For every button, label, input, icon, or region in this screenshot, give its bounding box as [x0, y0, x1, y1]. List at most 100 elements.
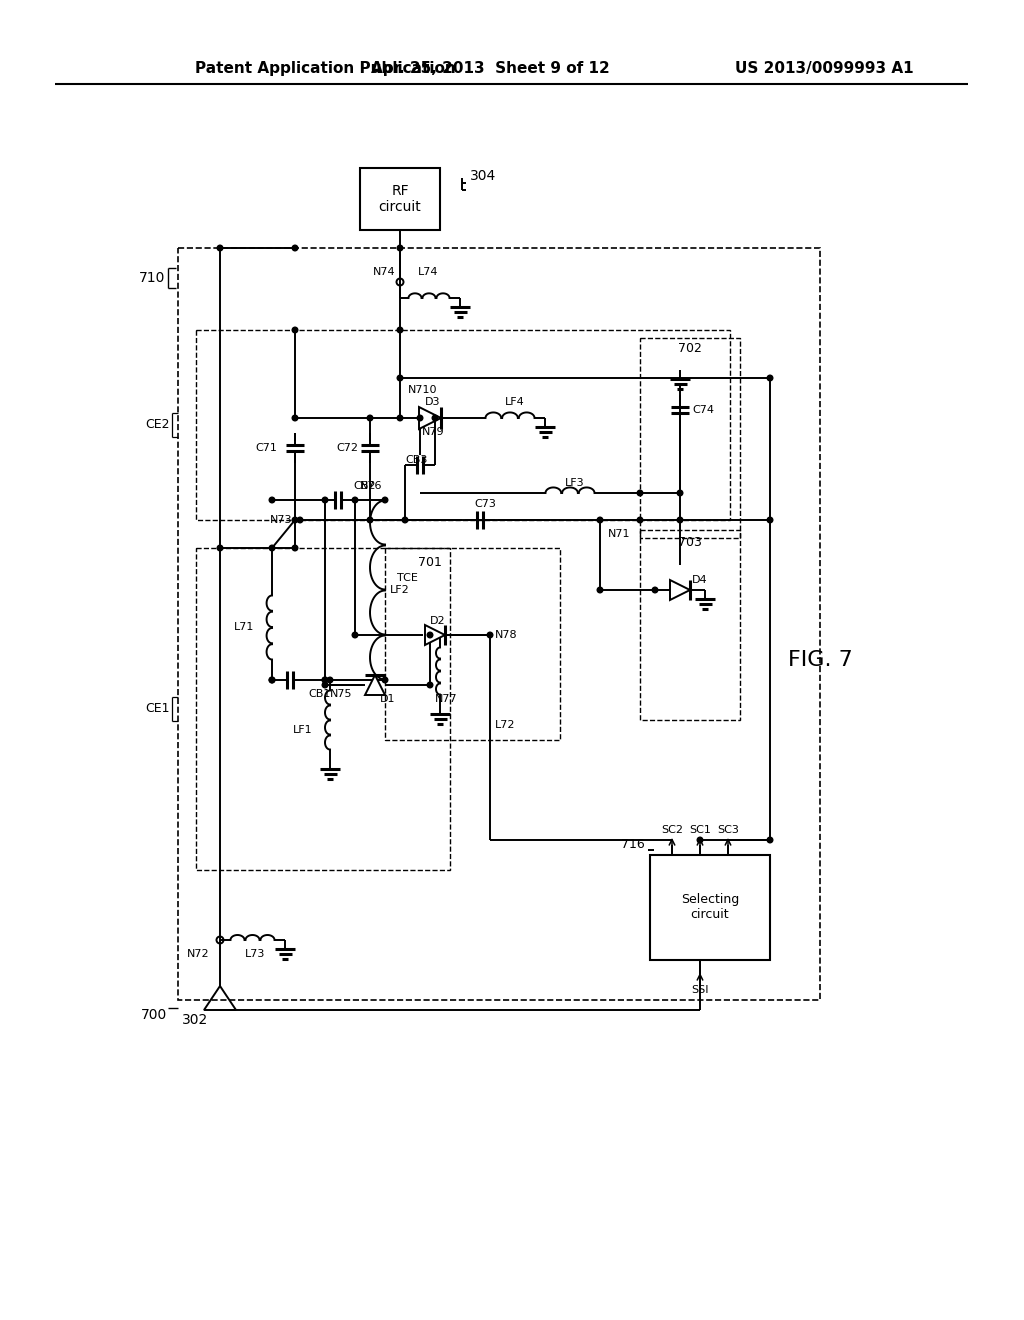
- Text: N74: N74: [373, 267, 395, 277]
- Circle shape: [397, 375, 402, 380]
- Text: 700: 700: [140, 1008, 167, 1022]
- Text: CE1: CE1: [145, 702, 170, 715]
- Bar: [640, 531, 740, 719]
- Circle shape: [352, 632, 357, 638]
- Text: CB3: CB3: [406, 455, 427, 465]
- Circle shape: [328, 677, 333, 682]
- Bar: [360, 168, 440, 230]
- Circle shape: [402, 517, 408, 523]
- Circle shape: [397, 416, 402, 421]
- Text: N75: N75: [330, 689, 352, 700]
- Text: SSI: SSI: [691, 985, 709, 995]
- Text: N710: N710: [408, 385, 437, 395]
- Text: 710: 710: [138, 271, 165, 285]
- Circle shape: [323, 677, 328, 682]
- Bar: [640, 338, 740, 539]
- Circle shape: [767, 375, 773, 380]
- Circle shape: [677, 517, 683, 523]
- Text: N71: N71: [608, 529, 631, 539]
- Text: N78: N78: [495, 630, 517, 640]
- Circle shape: [217, 545, 223, 550]
- Polygon shape: [365, 675, 385, 696]
- Text: D1: D1: [380, 694, 395, 704]
- Text: N73: N73: [269, 515, 292, 525]
- Text: LF1: LF1: [293, 725, 312, 735]
- Text: Selecting
circuit: Selecting circuit: [681, 894, 739, 921]
- Text: 701: 701: [418, 557, 442, 569]
- Polygon shape: [425, 624, 445, 645]
- Text: CB1: CB1: [308, 689, 331, 700]
- Text: C73: C73: [474, 499, 496, 510]
- Circle shape: [269, 498, 274, 503]
- Text: LF3: LF3: [565, 478, 585, 488]
- Circle shape: [292, 545, 298, 550]
- Text: US 2013/0099993 A1: US 2013/0099993 A1: [735, 61, 913, 75]
- Text: RF
circuit: RF circuit: [379, 183, 421, 214]
- Text: D4: D4: [692, 576, 708, 585]
- Text: 702: 702: [678, 342, 701, 355]
- Circle shape: [297, 517, 303, 523]
- Circle shape: [427, 682, 433, 688]
- Circle shape: [487, 632, 493, 638]
- Text: TCE: TCE: [397, 573, 418, 583]
- Circle shape: [368, 517, 373, 523]
- Text: N76: N76: [360, 480, 383, 491]
- Bar: [196, 548, 450, 870]
- Text: D2: D2: [430, 616, 445, 626]
- Text: C72: C72: [336, 444, 358, 453]
- Circle shape: [368, 416, 373, 421]
- Bar: [178, 248, 820, 1001]
- Circle shape: [432, 416, 438, 421]
- Circle shape: [677, 490, 683, 496]
- Polygon shape: [670, 579, 690, 601]
- Circle shape: [652, 587, 657, 593]
- Circle shape: [417, 416, 423, 421]
- Circle shape: [427, 632, 433, 638]
- Text: LF4: LF4: [505, 397, 524, 407]
- Circle shape: [697, 837, 702, 842]
- Bar: [385, 548, 560, 741]
- Circle shape: [323, 677, 328, 682]
- Text: 716: 716: [622, 838, 645, 851]
- Polygon shape: [419, 407, 441, 429]
- Circle shape: [397, 246, 402, 251]
- Circle shape: [292, 327, 298, 333]
- Text: N72: N72: [187, 949, 210, 960]
- Text: CE2: CE2: [145, 418, 170, 432]
- Circle shape: [269, 677, 274, 682]
- Bar: [196, 330, 730, 520]
- Circle shape: [323, 682, 328, 688]
- Circle shape: [269, 677, 274, 682]
- Circle shape: [767, 517, 773, 523]
- Circle shape: [597, 587, 603, 593]
- Text: L74: L74: [418, 267, 438, 277]
- Text: N79: N79: [422, 426, 444, 437]
- Circle shape: [292, 246, 298, 251]
- Text: CB2: CB2: [353, 480, 376, 491]
- Text: LF2: LF2: [390, 585, 410, 595]
- Text: N77: N77: [435, 694, 458, 704]
- Text: SC3: SC3: [717, 825, 739, 836]
- Circle shape: [323, 498, 328, 503]
- Text: Patent Application Publication: Patent Application Publication: [195, 61, 456, 75]
- Text: L71: L71: [233, 622, 254, 632]
- Text: L73: L73: [245, 949, 265, 960]
- Text: FIG. 7: FIG. 7: [787, 649, 852, 671]
- Text: SC2: SC2: [662, 825, 683, 836]
- Text: L72: L72: [495, 719, 515, 730]
- Circle shape: [217, 246, 223, 251]
- Text: C74: C74: [692, 405, 714, 414]
- Circle shape: [382, 677, 388, 682]
- Circle shape: [637, 490, 643, 496]
- Text: Apr. 25, 2013  Sheet 9 of 12: Apr. 25, 2013 Sheet 9 of 12: [371, 61, 609, 75]
- Text: D3: D3: [425, 397, 440, 407]
- Text: C71: C71: [255, 444, 278, 453]
- Circle shape: [292, 517, 298, 523]
- Text: 703: 703: [678, 536, 701, 549]
- Circle shape: [397, 327, 402, 333]
- Bar: [650, 855, 770, 960]
- Text: 304: 304: [470, 169, 497, 183]
- Circle shape: [382, 498, 388, 503]
- Circle shape: [597, 517, 603, 523]
- Circle shape: [292, 416, 298, 421]
